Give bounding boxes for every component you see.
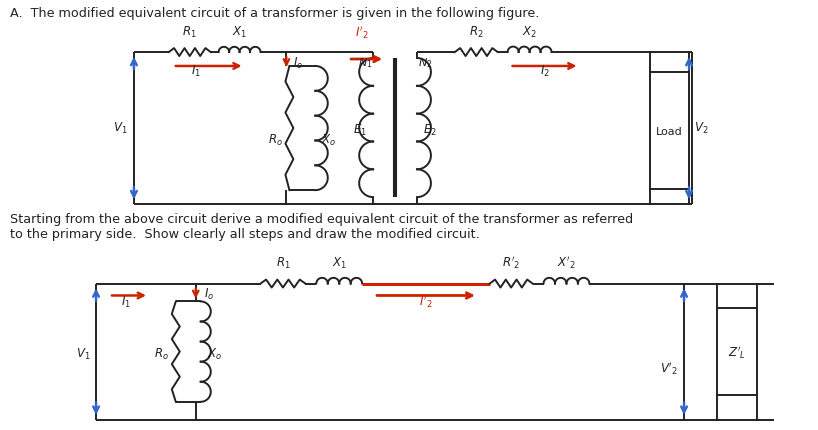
Text: $R_1$: $R_1$	[182, 25, 197, 40]
Text: $E_2$: $E_2$	[423, 123, 437, 138]
Text: $Z'_L$: $Z'_L$	[728, 344, 746, 360]
Text: $X_o$: $X_o$	[321, 132, 336, 147]
Text: $V_1$: $V_1$	[75, 346, 90, 361]
Text: Load: Load	[656, 126, 683, 136]
Text: $V_1$: $V_1$	[114, 121, 128, 136]
Text: $I_o$: $I_o$	[294, 55, 303, 71]
Text: $X_1$: $X_1$	[332, 255, 347, 270]
Text: $I'_2$: $I'_2$	[419, 293, 433, 310]
Text: $R_o$: $R_o$	[154, 346, 169, 361]
Text: $X_2$: $X_2$	[522, 25, 537, 40]
Text: $R_2$: $R_2$	[469, 25, 483, 40]
Bar	[717, 309, 757, 395]
Bar	[650, 73, 689, 190]
Text: $X_o$: $X_o$	[207, 346, 222, 361]
Text: $R_1$: $R_1$	[276, 255, 290, 270]
Text: $I_1$: $I_1$	[121, 295, 131, 310]
Text: $N_1$: $N_1$	[357, 56, 372, 70]
Text: $X_1$: $X_1$	[232, 25, 247, 40]
Text: to the primary side.  Show clearly all steps and draw the modified circuit.: to the primary side. Show clearly all st…	[11, 227, 480, 240]
Text: $I'_2$: $I'_2$	[355, 25, 369, 41]
Text: $R_o$: $R_o$	[267, 132, 282, 147]
Text: $E_1$: $E_1$	[353, 123, 367, 138]
Text: $R'_2$: $R'_2$	[502, 253, 520, 270]
Text: $N_2$: $N_2$	[418, 56, 433, 70]
Text: $I_o$: $I_o$	[204, 286, 213, 301]
Text: $I_2$: $I_2$	[540, 64, 550, 79]
Text: $I_1$: $I_1$	[191, 64, 200, 79]
Text: $V'_2$: $V'_2$	[660, 360, 678, 376]
Text: A.  The modified equivalent circuit of a transformer is given in the following f: A. The modified equivalent circuit of a …	[11, 7, 540, 20]
Text: $V_2$: $V_2$	[694, 121, 708, 136]
Text: $X'_2$: $X'_2$	[557, 253, 576, 270]
Text: Starting from the above circuit derive a modified equivalent circuit of the tran: Starting from the above circuit derive a…	[11, 212, 633, 225]
